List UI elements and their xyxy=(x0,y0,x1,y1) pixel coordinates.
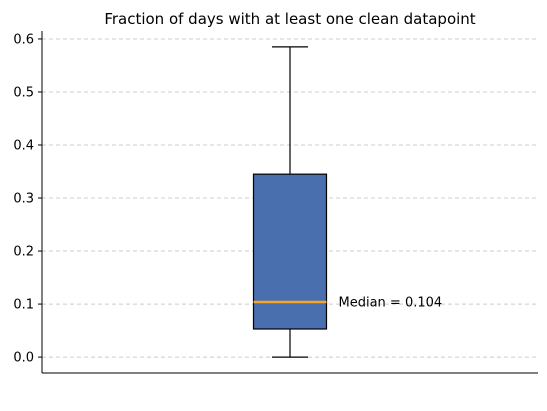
y-tick-label: 0.5 xyxy=(13,85,34,100)
median-annotation: Median = 0.104 xyxy=(339,295,443,310)
y-tick-label: 0.3 xyxy=(13,192,34,207)
iqr-box xyxy=(252,173,328,330)
y-tick-label: 0.4 xyxy=(13,139,34,154)
y-tick-label: 0.1 xyxy=(13,298,34,313)
axes xyxy=(41,31,538,374)
y-ticks: 0.0 0.1 0.2 0.3 0.4 0.5 0.6 xyxy=(13,32,42,366)
chart-title: Fraction of days with at least one clean… xyxy=(104,10,475,28)
box-plot xyxy=(252,46,328,358)
y-tick-label: 0.6 xyxy=(13,32,34,47)
y-tick-label: 0.2 xyxy=(13,245,34,260)
y-tick-label: 0.0 xyxy=(13,351,34,366)
